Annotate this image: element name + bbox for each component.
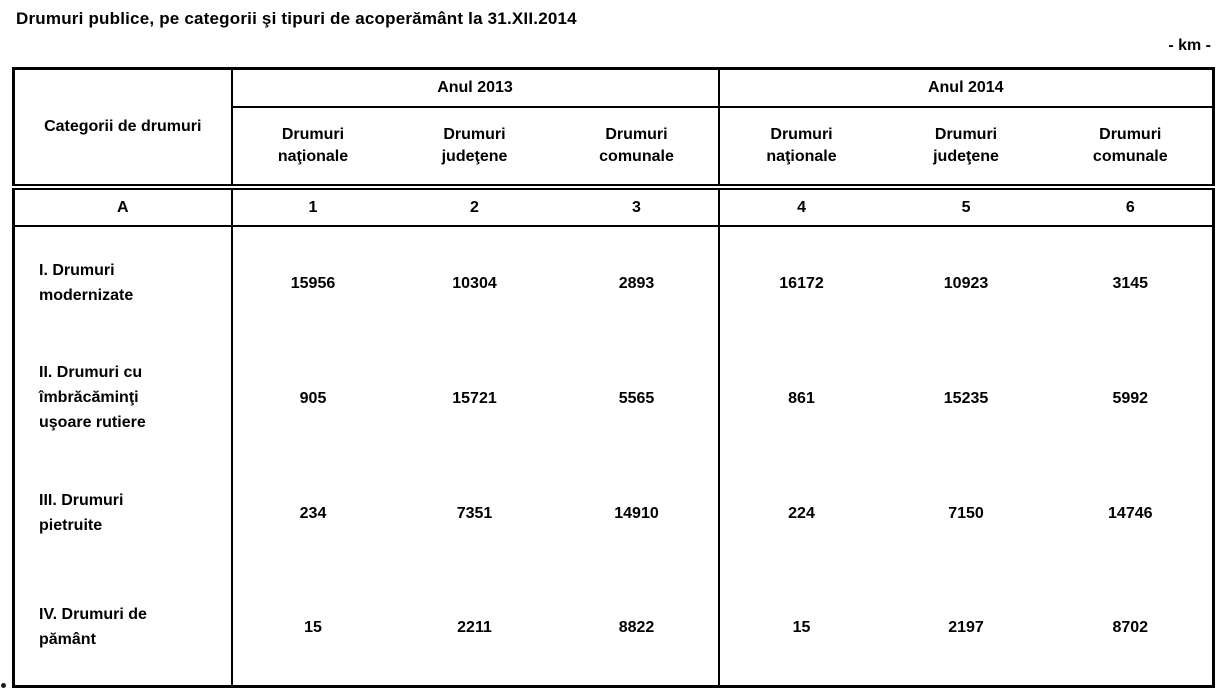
row-label: I. Drumuri modernizate bbox=[13, 226, 233, 341]
year-header-row: Categorii de drumuri Anul 2013 Anul 2014 bbox=[13, 68, 1214, 190]
column-header-row: Drumuri naţionale Drumuri judeţene Drumu… bbox=[14, 107, 1214, 190]
column-header: Drumuri naţionale bbox=[718, 107, 884, 190]
column-header-label: Drumuri judeţene bbox=[933, 125, 999, 165]
roads-table: Categorii de drumuri Anul 2013 Anul 2014… bbox=[12, 67, 1216, 688]
column-header: Drumuri judeţene bbox=[393, 107, 556, 190]
cell-value: 3145 bbox=[1112, 275, 1149, 292]
table-row: IV. Drumuri de pământ 15 2211 8822 15 21… bbox=[13, 571, 1214, 686]
year-header-2013: Anul 2013 bbox=[231, 68, 720, 108]
table-row: I. Drumuri modernizate 15956 10304 2893 … bbox=[13, 226, 1214, 341]
cell-value: 14746 bbox=[1108, 504, 1153, 522]
corner-header: Categorii de drumuri bbox=[13, 68, 233, 190]
cell-value: 16172 bbox=[779, 275, 824, 292]
column-header-label: Drumuri comunale bbox=[599, 125, 674, 165]
scan-artifact-dot bbox=[1, 683, 6, 688]
column-header-label: Drumuri naţionale bbox=[766, 125, 837, 165]
cell-value: 7351 bbox=[456, 504, 493, 522]
cell-value: 15235 bbox=[943, 389, 989, 407]
column-code: 2 bbox=[393, 187, 556, 227]
row-label: IV. Drumuri de pământ bbox=[13, 571, 233, 686]
unit-label: - km - bbox=[1168, 37, 1211, 54]
column-header: Drumuri naţionale bbox=[231, 107, 394, 190]
cell-value: 10923 bbox=[943, 275, 989, 292]
column-header-label: Drumuri judeţene bbox=[441, 125, 508, 165]
cell-value: 234 bbox=[299, 504, 327, 522]
column-header: Drumuri comunale bbox=[555, 107, 720, 190]
column-code: 6 bbox=[1048, 187, 1214, 227]
column-code: A bbox=[13, 187, 233, 227]
column-code: 4 bbox=[718, 187, 884, 227]
cell-value: 2197 bbox=[948, 618, 984, 636]
cell-value: 15956 bbox=[290, 275, 336, 292]
cell-value: 861 bbox=[788, 389, 815, 407]
cell-value: 2211 bbox=[457, 618, 492, 636]
cell-value: 2893 bbox=[555, 226, 720, 341]
page-title: Drumuri publice, pe categorii şi tipuri … bbox=[16, 9, 577, 28]
row-label: III. Drumuri pietruite bbox=[13, 456, 233, 571]
column-code: 5 bbox=[883, 187, 1049, 227]
column-header-label: Drumuri naţionale bbox=[277, 125, 349, 165]
row-label: II. Drumuri cu îmbrăcăminţi uşoare rutie… bbox=[13, 341, 233, 456]
cell-value: 905 bbox=[299, 389, 327, 407]
cell-value: 8822 bbox=[555, 571, 720, 686]
cell-value: 224 bbox=[788, 504, 815, 522]
cell-value: 5992 bbox=[1112, 389, 1149, 407]
cell-value: 7150 bbox=[948, 504, 984, 522]
cell-value: 15721 bbox=[452, 389, 497, 407]
column-code: 3 bbox=[555, 187, 720, 227]
cell-value: 5565 bbox=[555, 341, 720, 456]
cell-value: 15 bbox=[792, 618, 811, 636]
year-header-2014: Anul 2014 bbox=[718, 68, 1214, 108]
cell-value: 15 bbox=[304, 618, 322, 636]
column-code: 1 bbox=[231, 187, 394, 227]
column-code-row: A 1 2 3 4 5 6 bbox=[13, 187, 1214, 227]
column-header-label: Drumuri comunale bbox=[1092, 125, 1168, 165]
column-header: Drumuri comunale bbox=[1048, 107, 1214, 190]
table-row: II. Drumuri cu îmbrăcăminţi uşoare rutie… bbox=[13, 341, 1214, 456]
cell-value: 8702 bbox=[1112, 618, 1149, 636]
cell-value: 10304 bbox=[452, 275, 497, 292]
table-row: III. Drumuri pietruite 234 7351 14910 22… bbox=[13, 456, 1214, 571]
cell-value: 14910 bbox=[555, 456, 720, 571]
column-header: Drumuri judeţene bbox=[883, 107, 1049, 190]
